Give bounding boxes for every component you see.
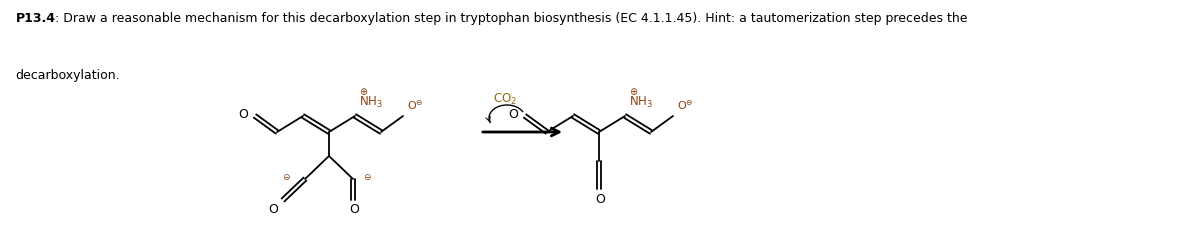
Text: CO$_2$: CO$_2$: [493, 92, 517, 107]
Text: decarboxylation.: decarboxylation.: [16, 69, 120, 82]
Text: O: O: [595, 193, 605, 206]
Text: O: O: [508, 108, 518, 122]
Text: O$^{\ominus}$: O$^{\ominus}$: [677, 99, 694, 112]
Text: NH$_3$: NH$_3$: [629, 95, 653, 110]
Text: NH$_3$: NH$_3$: [359, 95, 383, 110]
Text: P13.4: P13.4: [16, 12, 55, 25]
Text: O: O: [268, 203, 278, 216]
Text: $\oplus$: $\oplus$: [629, 86, 638, 97]
Text: $\ominus$: $\ominus$: [282, 172, 290, 182]
Text: $\ominus$: $\ominus$: [364, 172, 372, 182]
Text: O: O: [349, 203, 359, 216]
Text: O$^{\ominus}$: O$^{\ominus}$: [407, 99, 424, 112]
Text: O: O: [238, 108, 248, 122]
Text: : Draw a reasonable mechanism for this decarboxylation step in tryptophan biosyn: : Draw a reasonable mechanism for this d…: [55, 12, 967, 25]
Text: $\oplus$: $\oplus$: [359, 86, 368, 97]
